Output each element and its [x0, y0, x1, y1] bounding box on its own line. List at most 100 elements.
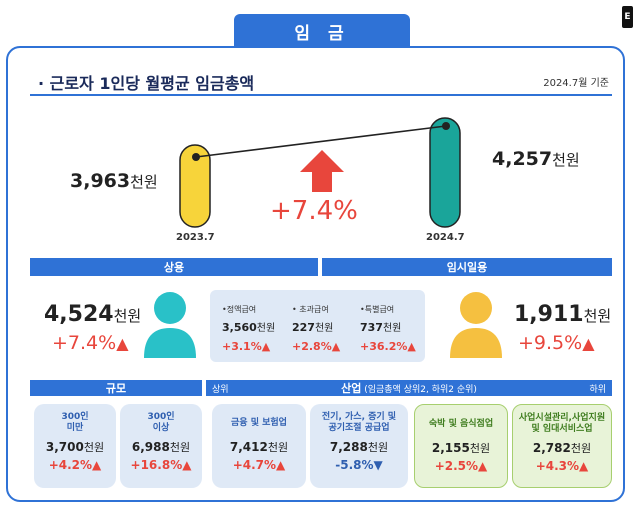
bar-2023-label: 2023.7: [176, 232, 215, 243]
section-title-tab: 임 금: [234, 14, 410, 48]
content-frame: [6, 46, 625, 502]
fixed-pay: •정액급여 3,560천원 +3.1%▲: [222, 304, 290, 353]
card-finance: 금융 및 보험업 7,412천원 +4.7%▲: [212, 404, 306, 488]
avg-2024: 4,257천원: [492, 148, 580, 170]
special-pay-value: 737: [360, 321, 383, 334]
industry-right-label: 하위: [589, 384, 606, 395]
avg-2024-unit: 천원: [552, 151, 580, 169]
temp-pct-row: +9.5%▲: [518, 332, 595, 354]
card-under-300: 300인 미만 3,700천원 +4.2%▲: [34, 404, 116, 488]
card-value-row: 7,288천원: [310, 439, 408, 455]
card-facility-management: 사업시설관리,사업지원 및 임대서비스업 2,782천원 +4.3%▲: [512, 404, 612, 488]
card-title: 사업시설관리,사업지원: [518, 413, 606, 423]
fixed-pay-unit: 천원: [256, 323, 276, 334]
overtime-pay-value-row: 227천원: [292, 319, 360, 334]
card-unit: 천원: [83, 441, 105, 454]
card-electricity: 전기, 가스, 증기 및 공기조절 공급업 7,288천원 -5.8%▼: [310, 404, 408, 488]
special-pay: •특별급여 737천원 +36.2%▲: [360, 304, 428, 353]
card-value-row: 6,988천원: [120, 439, 202, 455]
regular-pct: +7.4%: [52, 332, 117, 354]
card-value-row: 2,155천원: [415, 440, 507, 456]
card-pct-row: +2.5%▲: [434, 459, 488, 473]
card-unit: 천원: [169, 441, 191, 454]
corner-mark: E: [622, 6, 633, 28]
avg-change: +7.4%: [270, 196, 358, 226]
card-title: 300인: [61, 412, 89, 422]
industry-title: 산업: [341, 382, 362, 395]
reference-date: 2024.7월 기준: [543, 78, 609, 89]
temp-value-row: 1,911천원: [514, 302, 611, 327]
industry-header: 상위 산업 (임금총액 상위2, 하위2 순위) 하위: [206, 380, 612, 396]
industry-title-row: 산업 (임금총액 상위2, 하위2 순위): [341, 380, 477, 396]
fixed-pay-pct-row: +3.1%▲: [222, 340, 271, 353]
bar-2023: [179, 144, 211, 228]
up-arrow-icon: ▲: [116, 334, 129, 353]
card-value: 7,412: [229, 440, 268, 454]
card-title: 금융 및 보험업: [231, 418, 287, 428]
card-pct: +2.5%: [434, 459, 479, 473]
card-title: 숙박 및 음식점업: [428, 419, 494, 429]
up-arrow-icon: [300, 150, 344, 192]
card-unit: 천원: [570, 442, 592, 455]
fixed-pay-value: 3,560: [222, 321, 257, 334]
temp-unit: 천원: [583, 307, 612, 325]
card-accommodation: 숙박 및 음식점업 2,155천원 +2.5%▲: [414, 404, 508, 488]
fixed-pay-value-row: 3,560천원: [222, 319, 290, 334]
temp-pct: +9.5%: [518, 332, 583, 354]
page-heading: · 근로자 1인당 월평균 임금총액: [38, 74, 255, 93]
up-arrow-icon: ▲: [582, 334, 595, 353]
regular-unit: 천원: [113, 307, 142, 325]
special-pay-pct: +36.2%: [360, 340, 408, 353]
card-pct-row: +4.2%▲: [48, 458, 102, 472]
overtime-pay-label: • 초과급여: [292, 305, 329, 314]
card-subtitle: 및 임대서비스업: [531, 424, 593, 434]
regular-header: 상용: [30, 258, 318, 276]
card-value: 3,700: [45, 440, 84, 454]
card-pct: +4.3%: [535, 459, 580, 473]
card-value-row: 3,700천원: [34, 439, 116, 455]
card-pct: +4.2%: [48, 458, 93, 472]
card-pct-row: +4.3%▲: [535, 459, 589, 473]
card-title: 전기, 가스, 증기 및: [321, 412, 397, 422]
overtime-pay-value: 227: [292, 321, 315, 334]
temp-value: 1,911: [514, 302, 584, 327]
card-unit: 천원: [469, 442, 491, 455]
overtime-pay-pct: +2.8%: [292, 340, 332, 353]
industry-left-label: 상위: [212, 384, 229, 395]
regular-pct-row: +7.4%▲: [52, 332, 129, 354]
trend-point-2023: [192, 153, 200, 161]
avg-2023-unit: 천원: [130, 173, 158, 191]
regular-value-row: 4,524천원: [44, 302, 141, 327]
card-subtitle: 공기조절 공급업: [328, 423, 390, 433]
card-value: 2,155: [431, 441, 470, 455]
card-unit: 천원: [267, 441, 289, 454]
overtime-pay-pct-row: +2.8%▲: [292, 340, 341, 353]
avg-2024-value: 4,257: [492, 148, 553, 170]
card-subtitle: 이상: [152, 423, 170, 433]
bar-2024-label: 2024.7: [426, 232, 465, 243]
special-pay-label: •특별급여: [360, 305, 395, 314]
wage-breakdown-panel: •정액급여 3,560천원 +3.1%▲ • 초과급여 227천원 +2.8%▲…: [210, 290, 425, 362]
card-subtitle: 미만: [66, 423, 84, 433]
card-value: 7,288: [329, 440, 368, 454]
card-value-row: 7,412천원: [212, 439, 306, 455]
avg-2023: 3,963천원: [70, 170, 158, 192]
avg-2023-value: 3,963: [70, 170, 131, 192]
card-pct-row: +4.7%▲: [232, 458, 286, 472]
card-title: 300인: [147, 412, 175, 422]
industry-note: (임금총액 상위2, 하위2 순위): [364, 385, 477, 395]
bar-2024: [429, 117, 461, 228]
card-value: 2,782: [532, 441, 571, 455]
size-header: 규모: [30, 380, 202, 396]
heading-underline: [30, 94, 612, 96]
card-pct-row: -5.8%▼: [335, 458, 383, 472]
card-pct-row: +16.8%▲: [130, 458, 192, 472]
card-pct: -5.8%: [335, 458, 374, 472]
special-pay-value-row: 737천원: [360, 319, 428, 334]
overtime-pay-unit: 천원: [314, 323, 334, 334]
average-wage-graphic: [179, 117, 461, 228]
temp-header: 임시일용: [322, 258, 612, 276]
fixed-pay-label: •정액급여: [222, 305, 257, 314]
special-pay-pct-row: +36.2%▲: [360, 340, 416, 353]
special-pay-unit: 천원: [382, 323, 402, 334]
